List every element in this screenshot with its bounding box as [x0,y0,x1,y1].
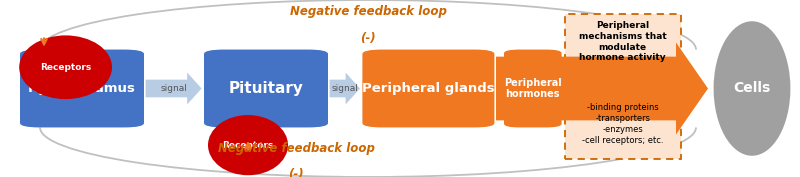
Text: Negative feedback loop: Negative feedback loop [218,142,374,155]
Text: Peripheral glands: Peripheral glands [362,82,494,95]
FancyBboxPatch shape [565,14,681,159]
FancyBboxPatch shape [20,50,144,127]
Text: signal: signal [160,84,187,93]
Ellipse shape [19,35,112,99]
Text: -binding proteins
-transporters
-enzymes
-cell receptors; etc.: -binding proteins -transporters -enzymes… [582,103,663,145]
Text: Peripheral
mechanisms that
modulate
hormone activity: Peripheral mechanisms that modulate horm… [579,21,666,62]
FancyBboxPatch shape [362,50,494,127]
FancyArrow shape [330,73,360,104]
Text: (-): (-) [360,32,376,45]
Text: Negative feedback loop: Negative feedback loop [290,5,446,18]
FancyArrow shape [146,73,202,104]
Text: Receptors: Receptors [222,141,274,150]
FancyArrow shape [496,42,708,135]
Text: signal: signal [331,84,358,93]
Text: Receptors: Receptors [40,63,91,72]
Text: Cells: Cells [734,81,770,96]
Text: Hypothalamus: Hypothalamus [28,82,136,95]
Text: Peripheral
hormones: Peripheral hormones [504,78,562,99]
Text: (-): (-) [288,168,304,177]
Ellipse shape [714,21,790,156]
FancyBboxPatch shape [204,50,328,127]
FancyBboxPatch shape [504,50,562,127]
Ellipse shape [208,115,288,175]
Text: Pituitary: Pituitary [229,81,303,96]
